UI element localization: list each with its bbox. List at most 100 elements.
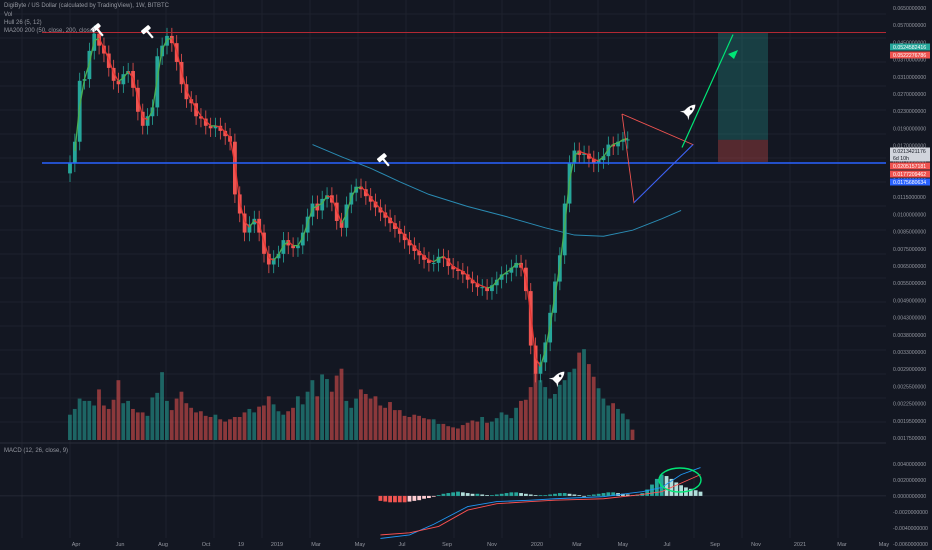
volume-bar bbox=[184, 403, 189, 440]
hull-segment bbox=[253, 219, 260, 225]
price-tick-label: 0.0019500000 bbox=[893, 419, 926, 425]
hull-segment bbox=[132, 77, 139, 99]
volume-bar bbox=[111, 399, 116, 440]
macd-histogram-bar bbox=[591, 494, 596, 496]
volume-bar bbox=[344, 400, 349, 440]
volume-bar bbox=[213, 414, 218, 440]
hull-segment bbox=[200, 115, 207, 122]
candle-body bbox=[616, 141, 620, 147]
volume-bar bbox=[359, 389, 363, 440]
volume-bar bbox=[586, 364, 591, 440]
candle-body bbox=[606, 144, 611, 157]
hull-segment bbox=[384, 213, 391, 220]
price-marker-label: 0.0213421176 bbox=[893, 149, 926, 155]
candle-body bbox=[203, 118, 208, 126]
hull-segment bbox=[142, 116, 148, 121]
volume-bar bbox=[116, 380, 121, 440]
hull-segment bbox=[307, 208, 314, 224]
candle-body bbox=[494, 279, 499, 286]
hull-segment bbox=[137, 97, 144, 118]
candle-body bbox=[145, 116, 150, 126]
hull-segment bbox=[74, 106, 81, 151]
volume-bar bbox=[77, 398, 82, 440]
macd-histogram-bar bbox=[693, 490, 698, 496]
volume-bar bbox=[252, 412, 257, 440]
time-axis[interactable]: Apr Jun Aug Oct 19 2019 Mar May Jul Sep Nov 2020 Mar… bbox=[72, 542, 890, 548]
macd-histogram-bar bbox=[451, 492, 456, 496]
hull-segment bbox=[389, 218, 396, 226]
macd-histogram-bar bbox=[485, 495, 489, 496]
macd-histogram-bar bbox=[582, 495, 586, 497]
volume-bar bbox=[101, 405, 106, 440]
volume-bar bbox=[242, 412, 247, 440]
target-arrow bbox=[681, 34, 734, 148]
chart-title: DigiByte / US Dollar (calculated by Trad… bbox=[4, 3, 169, 9]
hull-segment bbox=[379, 208, 386, 215]
time-tick-label: Jul bbox=[663, 542, 670, 548]
volume-bar bbox=[567, 372, 572, 440]
candle-body bbox=[213, 125, 218, 129]
hull-segment bbox=[409, 241, 415, 248]
volume-bar bbox=[528, 387, 533, 440]
candle-body bbox=[111, 67, 116, 81]
macd-histogram-bar bbox=[625, 494, 630, 496]
candle-body bbox=[242, 213, 247, 233]
volume-bar bbox=[121, 403, 126, 440]
price-tick-label: 0.0022500000 bbox=[893, 402, 926, 408]
candle-body bbox=[325, 195, 329, 199]
price-tick-label: 0.0055000000 bbox=[893, 281, 926, 287]
hull-segment bbox=[277, 245, 284, 256]
volume-bar bbox=[145, 415, 150, 440]
candle-body bbox=[199, 116, 203, 119]
volume-bar bbox=[315, 396, 320, 440]
hull-segment bbox=[549, 294, 556, 326]
hull-segment bbox=[98, 38, 105, 49]
macd-axis[interactable]: 0.0040000000 0.0020000000 0.0000000000 -0.0… bbox=[893, 462, 928, 548]
volume-bar bbox=[373, 396, 378, 440]
volume-bar bbox=[179, 391, 184, 440]
macd-histogram-bar bbox=[388, 495, 392, 503]
macd-tick-label: -0.0020000000 bbox=[893, 510, 928, 516]
macd-histogram-bar bbox=[475, 493, 480, 496]
price-tick-label: 0.0270000000 bbox=[893, 92, 926, 98]
volume-bar bbox=[325, 379, 329, 440]
hammer-icon bbox=[377, 153, 390, 167]
hammer-head bbox=[377, 153, 387, 163]
hull-segment bbox=[568, 155, 576, 181]
macd-tick-label: 0.0000000000 bbox=[893, 494, 926, 500]
hull-segment bbox=[312, 205, 318, 210]
volume-bar bbox=[198, 411, 203, 440]
macd-tick-label: 0.0020000000 bbox=[893, 478, 926, 484]
volume-bar bbox=[72, 408, 77, 440]
macd-histogram-bar bbox=[645, 489, 650, 496]
volume-bar bbox=[368, 398, 373, 440]
candle-body bbox=[490, 285, 494, 292]
volume-bar bbox=[548, 398, 552, 440]
hull-segment bbox=[462, 271, 469, 277]
volume-bar bbox=[436, 423, 441, 440]
volume-bar bbox=[392, 410, 397, 440]
price-marker-label: 0.0524582416 bbox=[893, 45, 926, 51]
hull-segment bbox=[360, 186, 367, 192]
hull-segment bbox=[268, 257, 274, 261]
hull-segment bbox=[443, 255, 449, 262]
volume-bar bbox=[281, 414, 286, 440]
hull-segment bbox=[428, 259, 434, 263]
price-marker bbox=[890, 51, 930, 59]
volume-bar bbox=[266, 396, 271, 440]
hull-segment bbox=[171, 38, 178, 52]
volume-bar bbox=[68, 414, 72, 440]
volume-bar bbox=[271, 404, 276, 440]
macd-tick-label: -0.0040000000 bbox=[893, 526, 928, 532]
price-axis[interactable]: 0.0650000000 0.0570000000 0.0450000000 0.03… bbox=[890, 6, 930, 442]
macd-highlight-circle bbox=[658, 467, 702, 493]
time-tick-label: Jul bbox=[398, 542, 405, 548]
volume-bar bbox=[504, 414, 509, 440]
macd-histogram-bar bbox=[441, 493, 446, 496]
candle-body bbox=[359, 186, 363, 190]
volume-bar bbox=[354, 398, 358, 440]
candle-body bbox=[427, 259, 431, 263]
rocket-window bbox=[689, 107, 693, 111]
hull-segment bbox=[151, 77, 158, 111]
